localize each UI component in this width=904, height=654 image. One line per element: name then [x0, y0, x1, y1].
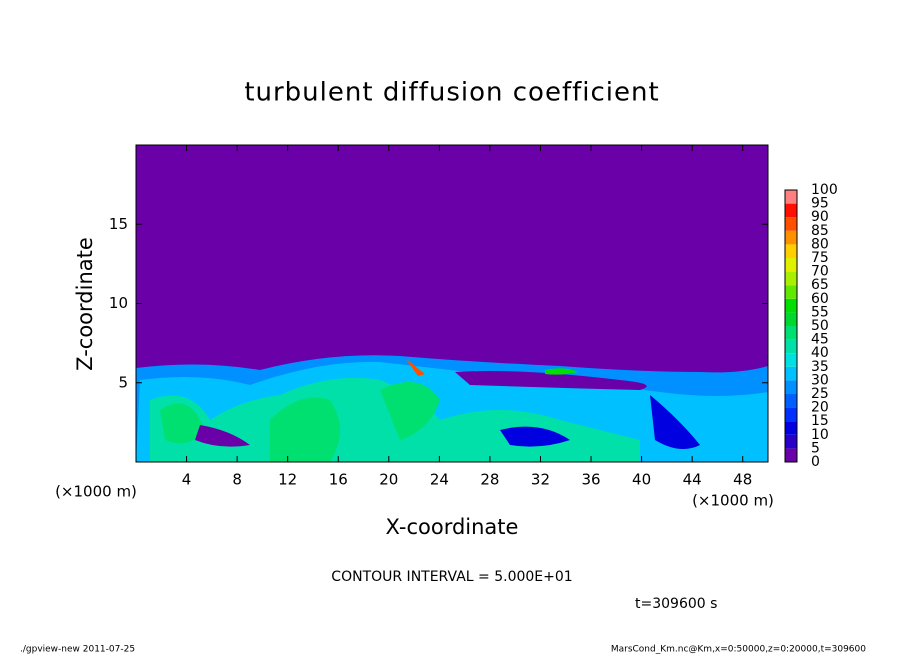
- colorbar-label: 65: [811, 277, 829, 293]
- x-tick-label: 44: [683, 471, 702, 489]
- colorbar-swatch: [785, 326, 797, 340]
- colorbar-swatch: [785, 244, 797, 258]
- colorbar-swatch: [785, 230, 797, 245]
- field-blob: [405, 358, 425, 376]
- x-tick-label: 12: [278, 471, 297, 489]
- x-tick-label: 8: [232, 471, 242, 489]
- colorbar-label: 0: [811, 454, 820, 470]
- colorbar-swatch: [785, 434, 797, 449]
- colorbar-swatch: [785, 298, 797, 313]
- y-tick-label: 5: [118, 373, 128, 391]
- y-tick-label: 10: [109, 294, 128, 312]
- colorbar-label: 5: [811, 440, 820, 456]
- x-tick-label: 40: [632, 471, 651, 489]
- x-unit: (×1000 m): [692, 492, 774, 510]
- colorbar-label: 40: [811, 345, 829, 361]
- colorbar-swatch: [785, 407, 797, 422]
- colorbar-swatch: [785, 258, 797, 272]
- y-axis-title: Z-coordinate: [73, 237, 97, 371]
- footer-right: MarsCond_Km.nc@Km,x=0:50000,z=0:20000,t=…: [611, 645, 866, 654]
- field-blob: [545, 368, 578, 375]
- x-tick-label: 48: [733, 471, 752, 489]
- field-blob: [160, 382, 440, 462]
- field: [136, 145, 768, 462]
- colorbar-label: 25: [811, 386, 829, 402]
- x-tick-label: 36: [581, 471, 600, 489]
- colorbar-label: 70: [811, 264, 829, 280]
- x-tick-label: 20: [379, 471, 398, 489]
- x-tick-label: 32: [531, 471, 550, 489]
- colorbar-label: 35: [811, 359, 829, 375]
- colorbar-label: 45: [811, 332, 829, 348]
- colorbar-label: 15: [811, 413, 829, 429]
- colorbar-swatch: [785, 203, 797, 218]
- x-tick-label: 28: [480, 471, 499, 489]
- colorbar-label: 100: [811, 182, 838, 198]
- colorbar-swatch: [785, 312, 797, 326]
- colorbar-swatch: [785, 190, 797, 204]
- colorbar-swatch: [785, 394, 797, 408]
- colorbar-swatch: [785, 217, 797, 231]
- x-tick-label: 24: [430, 471, 449, 489]
- colorbar-label: 80: [811, 236, 829, 252]
- colorbar-label: 90: [811, 209, 829, 225]
- colorbar-swatch: [785, 380, 797, 394]
- colorbar-swatch: [785, 448, 797, 462]
- contour-interval: CONTOUR INTERVAL = 5.000E+01: [331, 569, 572, 585]
- colorbar-label: 75: [811, 250, 829, 266]
- colorbar-label: 95: [811, 196, 829, 212]
- colorbar-swatch: [785, 353, 797, 367]
- colorbar-swatch: [785, 366, 797, 381]
- colorbar-label: 85: [811, 223, 829, 239]
- colorbar-label: 50: [811, 318, 829, 334]
- colorbar-label: 30: [811, 372, 829, 388]
- x-unit: (×1000 m): [55, 483, 137, 501]
- chart-title: turbulent diffusion coefficient: [244, 78, 659, 108]
- colorbar-label: 10: [811, 427, 829, 443]
- colorbar-label: 60: [811, 291, 829, 307]
- colorbar-frame: [784, 189, 798, 463]
- time-label: t=309600 s: [635, 596, 717, 612]
- footer-left: ./gpview-new 2011-07-25: [20, 645, 135, 654]
- x-axis-title: X-coordinate: [386, 515, 519, 539]
- y-tick-label: 15: [109, 215, 128, 233]
- colorbar-swatch: [785, 421, 797, 435]
- colorbar-label: 20: [811, 400, 829, 416]
- field-blob: [500, 395, 700, 449]
- colorbar-swatch: [785, 271, 797, 286]
- colorbar-label: 55: [811, 304, 829, 320]
- colorbar-swatch: [785, 339, 797, 354]
- field-blob: [195, 371, 647, 447]
- colorbar-swatch: [785, 285, 797, 299]
- x-tick-label: 4: [182, 471, 192, 489]
- x-tick-label: 16: [329, 471, 348, 489]
